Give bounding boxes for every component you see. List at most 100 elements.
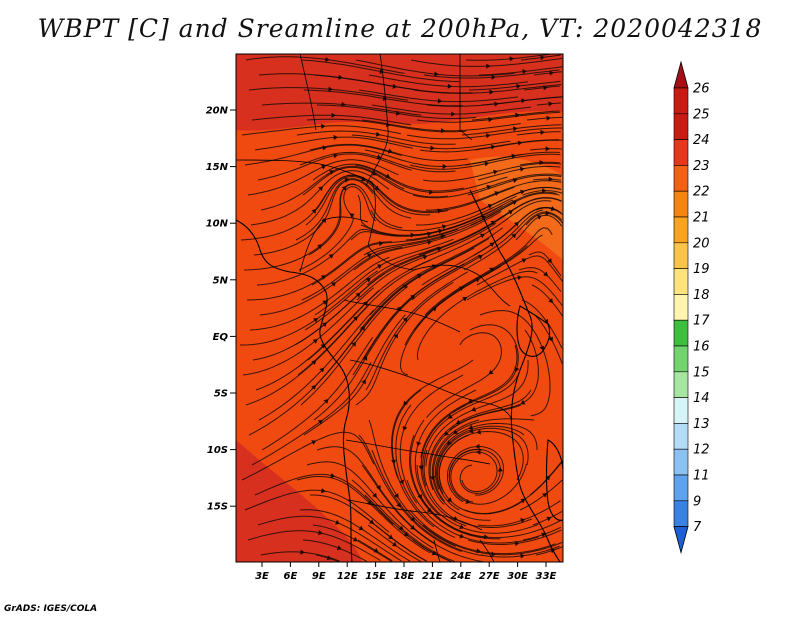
streamline-arrow bbox=[476, 429, 482, 435]
streamline-arrow bbox=[440, 128, 446, 134]
streamline-arrow bbox=[396, 502, 401, 508]
streamline-arrow bbox=[335, 519, 340, 525]
streamline-arrow bbox=[497, 467, 503, 472]
streamline-arrow bbox=[511, 153, 517, 159]
colorbar-label: 18 bbox=[693, 288, 710, 303]
streamline-arrow bbox=[331, 112, 336, 118]
streamline-arrow bbox=[318, 530, 323, 536]
streamline-arrow bbox=[548, 176, 553, 182]
streamline-arrow bbox=[376, 154, 382, 160]
colorbar-bin bbox=[673, 242, 689, 269]
streamline-arrow bbox=[341, 101, 346, 107]
streamline-arrow bbox=[352, 536, 358, 542]
lat-tick-label: 5N bbox=[213, 275, 229, 286]
streamline-arrow bbox=[321, 164, 327, 170]
streamline bbox=[247, 530, 381, 561]
streamline-arrow bbox=[311, 360, 317, 366]
longitude-axis: 3E 6E 9E 12E 15E 18E 21E 24E 27E 30E 33E bbox=[255, 562, 557, 582]
streamline-arrow bbox=[459, 524, 465, 530]
colorbar-bin bbox=[673, 87, 689, 115]
colorbar-bin bbox=[673, 397, 689, 424]
streamline-arrow bbox=[545, 210, 550, 216]
streamline-arrow bbox=[515, 112, 520, 118]
streamline-arrow bbox=[543, 271, 549, 277]
lon-tick-label: 15E bbox=[365, 571, 386, 582]
streamline-arrow bbox=[548, 336, 553, 342]
colorbar-label: 23 bbox=[693, 159, 710, 174]
streamline-arrow bbox=[447, 440, 452, 446]
streamline-arrow bbox=[539, 345, 545, 351]
streamline bbox=[531, 284, 563, 317]
coastline-east-africa bbox=[469, 189, 561, 562]
streamline-arrow bbox=[393, 333, 398, 339]
streamline-arrow bbox=[438, 228, 443, 234]
wbpt-high-region-southwest bbox=[236, 440, 362, 562]
streamline-arrow bbox=[546, 516, 552, 522]
streamline-arrow bbox=[489, 267, 495, 273]
streamline bbox=[418, 197, 562, 256]
streamline-arrow bbox=[455, 419, 461, 425]
lon-tick-label: 30E bbox=[507, 571, 528, 582]
streamline-arrow bbox=[385, 173, 391, 179]
colorbar-label: 20 bbox=[693, 236, 710, 251]
streamline-arrow bbox=[392, 83, 398, 89]
streamline-arrow bbox=[311, 208, 317, 214]
streamline bbox=[302, 539, 368, 562]
colorbar-bin bbox=[673, 216, 689, 244]
streamline-arrow bbox=[539, 159, 544, 166]
streamline-arrow bbox=[471, 406, 477, 412]
streamline-arrow bbox=[465, 499, 471, 504]
streamline-arrow bbox=[372, 492, 377, 498]
colorbar-label: 14 bbox=[693, 391, 710, 406]
streamline-arrow bbox=[387, 148, 393, 154]
streamline-arrow bbox=[488, 117, 493, 123]
streamline-arrow bbox=[437, 98, 443, 104]
streamline bbox=[425, 180, 562, 211]
streamline-arrow bbox=[446, 497, 452, 503]
streamline bbox=[299, 509, 411, 562]
streamline-arrow bbox=[494, 101, 499, 107]
streamline-arrow bbox=[351, 341, 357, 347]
streamline bbox=[535, 546, 563, 556]
streamline-arrow bbox=[485, 133, 491, 139]
streamline-arrow bbox=[403, 531, 409, 537]
streamline-arrow bbox=[318, 186, 323, 192]
streamline-arrow bbox=[511, 233, 517, 239]
streamline-arrow bbox=[441, 224, 447, 230]
streamline bbox=[528, 251, 562, 277]
lon-tick-label: 3E bbox=[255, 571, 269, 582]
streamline bbox=[515, 214, 563, 241]
streamline-arrow bbox=[444, 430, 450, 436]
streamline-arrow bbox=[410, 516, 415, 522]
streamline bbox=[406, 127, 563, 140]
streamline-arrow bbox=[545, 146, 550, 152]
streamline-arrow bbox=[311, 385, 317, 390]
colorbar-bin bbox=[673, 371, 689, 398]
streamline-arrow bbox=[427, 231, 432, 237]
streamline-arrow bbox=[509, 56, 514, 62]
streamline-arrow bbox=[476, 449, 481, 455]
streamline-arrow bbox=[311, 440, 317, 445]
latitude-axis: 20N 15N 10N 5N EQ 5S 10S 15S bbox=[206, 106, 236, 513]
streamline-arrow bbox=[322, 322, 327, 328]
streamline bbox=[257, 515, 402, 562]
lat-tick-label: 10N bbox=[206, 219, 229, 230]
streamline-arrow bbox=[360, 325, 366, 331]
streamline bbox=[532, 178, 561, 181]
streamline-arrow bbox=[512, 178, 518, 184]
streamline-arrow bbox=[486, 63, 491, 69]
colorbar-bin bbox=[673, 268, 689, 295]
streamline-arrow bbox=[333, 134, 338, 141]
streamline-arrow bbox=[402, 317, 408, 323]
streamline-arrow bbox=[366, 253, 372, 259]
lat-tick-label: EQ bbox=[213, 332, 229, 343]
streamline-arrow bbox=[378, 240, 384, 247]
streamline-arrow bbox=[521, 98, 526, 104]
streamline-arrow bbox=[410, 232, 416, 238]
streamline-arrow bbox=[422, 254, 428, 260]
streamline bbox=[523, 85, 560, 91]
streamline-arrow bbox=[477, 255, 483, 260]
streamline-arrow bbox=[329, 170, 335, 175]
wbpt-high-region-north bbox=[236, 54, 563, 131]
streamline-arrow bbox=[475, 443, 480, 450]
